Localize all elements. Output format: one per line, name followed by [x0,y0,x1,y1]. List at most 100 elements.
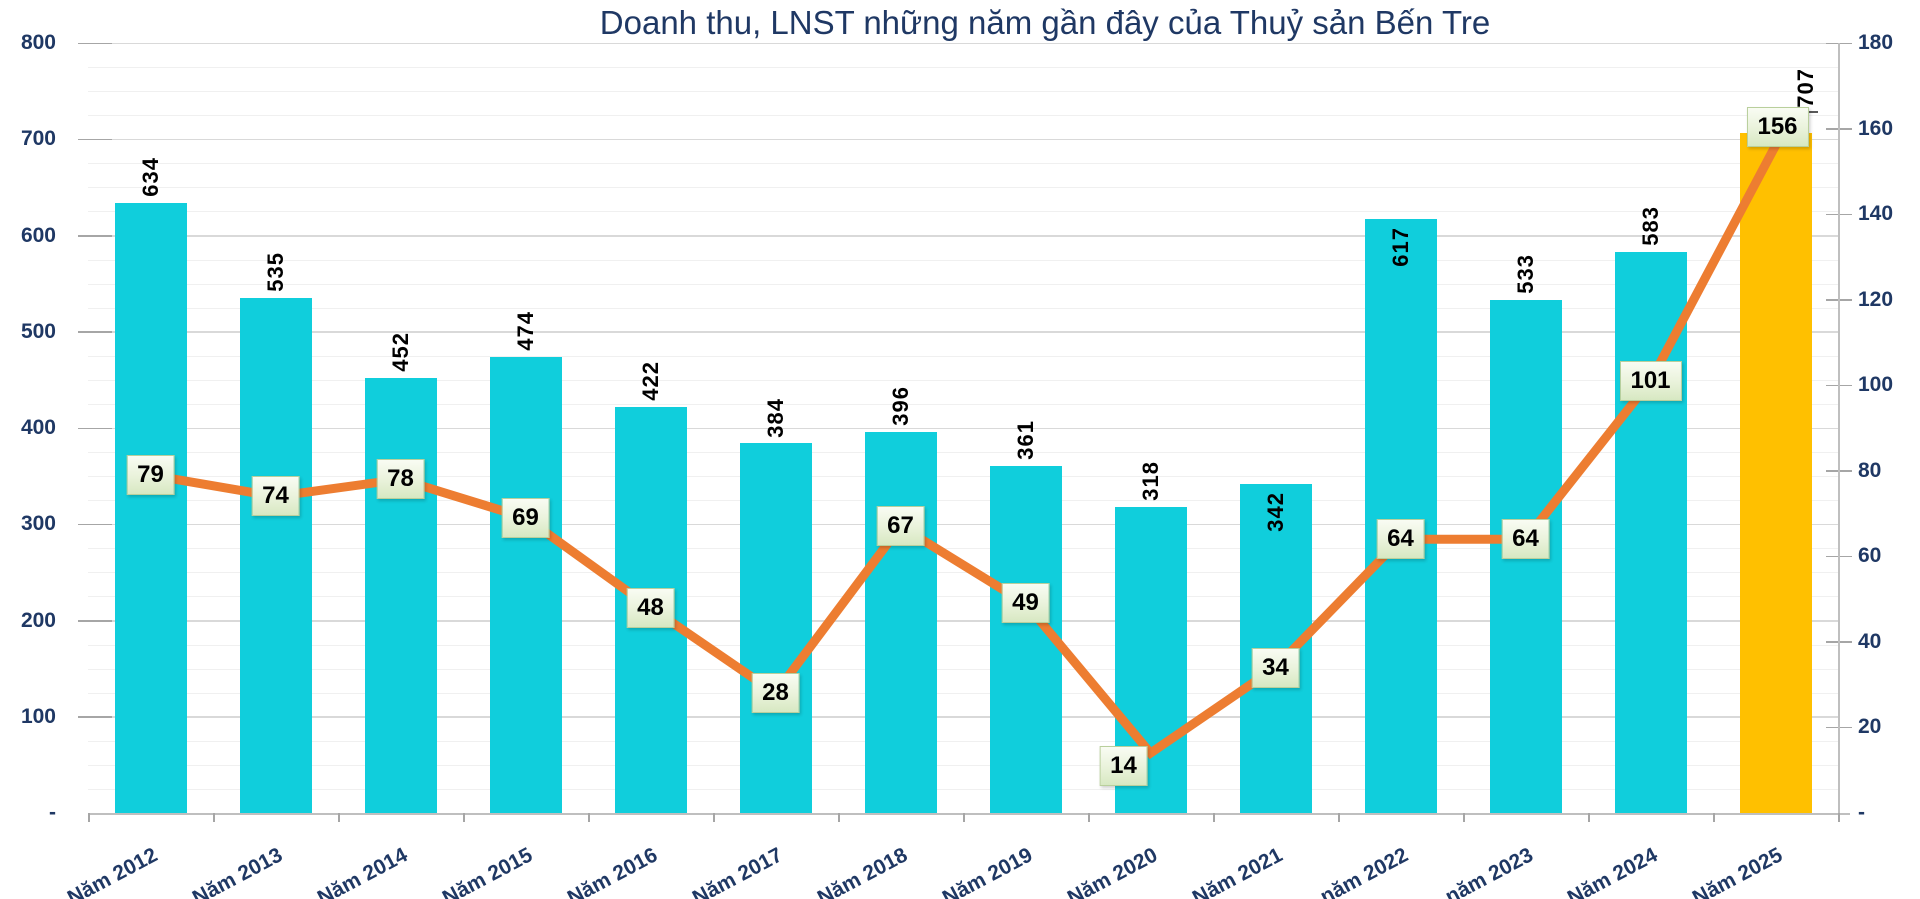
left-axis-tick [78,427,112,429]
profit-point-label: 156 [1746,106,1809,147]
right-axis-tick-label: 40 [1858,629,1882,653]
gridline-minor [88,283,1838,285]
revenue-bar-label: 342 [1262,491,1288,532]
left-axis-tick [78,620,112,622]
gridline-minor [88,259,1838,261]
profit-point-label: 74 [251,476,300,517]
revenue-bar-label: 474 [512,311,538,351]
gridline-minor [88,115,1838,117]
right-axis-tick-label: 80 [1858,458,1882,482]
profit-point-label: 69 [501,497,550,538]
right-axis-line [1838,43,1840,813]
left-axis-tick-label: 800 [20,31,56,54]
revenue-bar-highlight [1739,132,1812,813]
gridline-major [88,138,1838,141]
gridline-minor [88,548,1838,550]
gridline-minor [88,91,1838,93]
gridline-minor [88,452,1838,454]
profit-point-label: 14 [1099,746,1148,787]
profit-point-label: 101 [1619,360,1682,401]
revenue-bar [364,377,437,813]
x-axis-tick [463,813,465,822]
left-axis-tick-label: 300 [20,512,56,536]
profit-point-label: 79 [126,455,175,496]
gridline-minor [88,355,1838,357]
revenue-bar-label: 707 [1793,68,1818,108]
gridline-minor [88,307,1838,309]
right-axis-tick-label: 20 [1858,715,1882,739]
x-axis-tick [1213,813,1215,822]
gridline-minor [88,211,1838,213]
x-axis-tick [1088,813,1090,822]
gridline-major [88,523,1838,526]
gridline-minor [88,788,1838,790]
x-axis-tick [713,813,715,822]
left-axis-tick-label: 600 [20,223,56,247]
gridline-minor [88,500,1838,502]
gridline-major [88,235,1838,237]
left-axis-tick [78,235,112,237]
left-axis-tick [78,523,112,526]
gridline-minor [88,764,1838,766]
x-axis-tick [963,813,965,822]
x-axis-tick [1838,813,1840,822]
gridline-minor [88,379,1838,381]
profit-point-label: 64 [1376,519,1425,560]
x-axis-tick [1588,813,1590,822]
gridline-major [88,427,1838,429]
revenue-bar-label: 396 [887,386,913,426]
revenue-bar [1614,251,1687,813]
right-axis-tick-label: 100 [1858,373,1894,397]
left-axis-tick [78,138,112,141]
revenue-bar-label: 384 [762,397,788,438]
right-axis-tick-label: 60 [1858,544,1882,568]
profit-line-path [146,141,1780,760]
x-axis-line [88,813,1850,815]
right-axis-tick-label: 140 [1858,202,1894,226]
revenue-bar [239,298,312,813]
gridline-minor [88,476,1838,478]
revenue-bar-label: 535 [262,252,288,293]
revenue-bar-label: 452 [387,332,413,372]
left-axis-tick-label: 200 [20,608,56,632]
left-axis-tick-label: 100 [20,704,56,728]
gridline-minor [88,67,1838,69]
chart-title: Doanh thu, LNST những năm gần đây của Th… [599,4,1491,41]
revenue-bar-label: 361 [1012,419,1038,460]
profit-point-label: 49 [1001,583,1050,624]
gridline-minor [88,572,1838,574]
gridline-minor [88,644,1838,646]
x-axis-tick [1713,813,1715,822]
gridline-minor [88,668,1838,670]
gridline-minor [88,403,1838,405]
revenue-bar-label: 634 [137,157,163,197]
gridline-minor [88,163,1838,165]
left-axis-tick [78,42,112,44]
x-axis-tick [1338,813,1340,822]
x-axis-tick [1463,813,1465,822]
revenue-bar-label: 583 [1637,206,1663,246]
right-axis-tick-label: 120 [1858,287,1894,311]
revenue-bar [864,431,937,813]
right-axis-tick-label: 160 [1858,116,1894,140]
revenue-bar-label: 422 [637,361,663,401]
profit-point-label: 78 [376,459,425,500]
revenue-bar [114,202,187,813]
gridline-major [88,331,1838,333]
x-axis-tick [838,813,840,822]
profit-point-label: 67 [876,506,925,547]
x-axis-tick [213,813,215,822]
right-axis-tick-label: 180 [1858,31,1894,54]
gridline-minor [88,596,1838,598]
profit-point-label: 64 [1501,519,1550,560]
gridline-major [88,42,1838,44]
right-axis-tick-label: - [1858,801,1865,824]
profit-point-label: 48 [626,587,675,628]
left-axis-tick-label: 500 [20,319,56,343]
x-axis-tick [88,813,90,822]
left-axis-tick-label: 700 [20,127,56,151]
revenue-bar-label: 533 [1512,254,1538,294]
left-axis-tick-label: 400 [20,416,56,439]
revenue-bar [989,465,1062,813]
